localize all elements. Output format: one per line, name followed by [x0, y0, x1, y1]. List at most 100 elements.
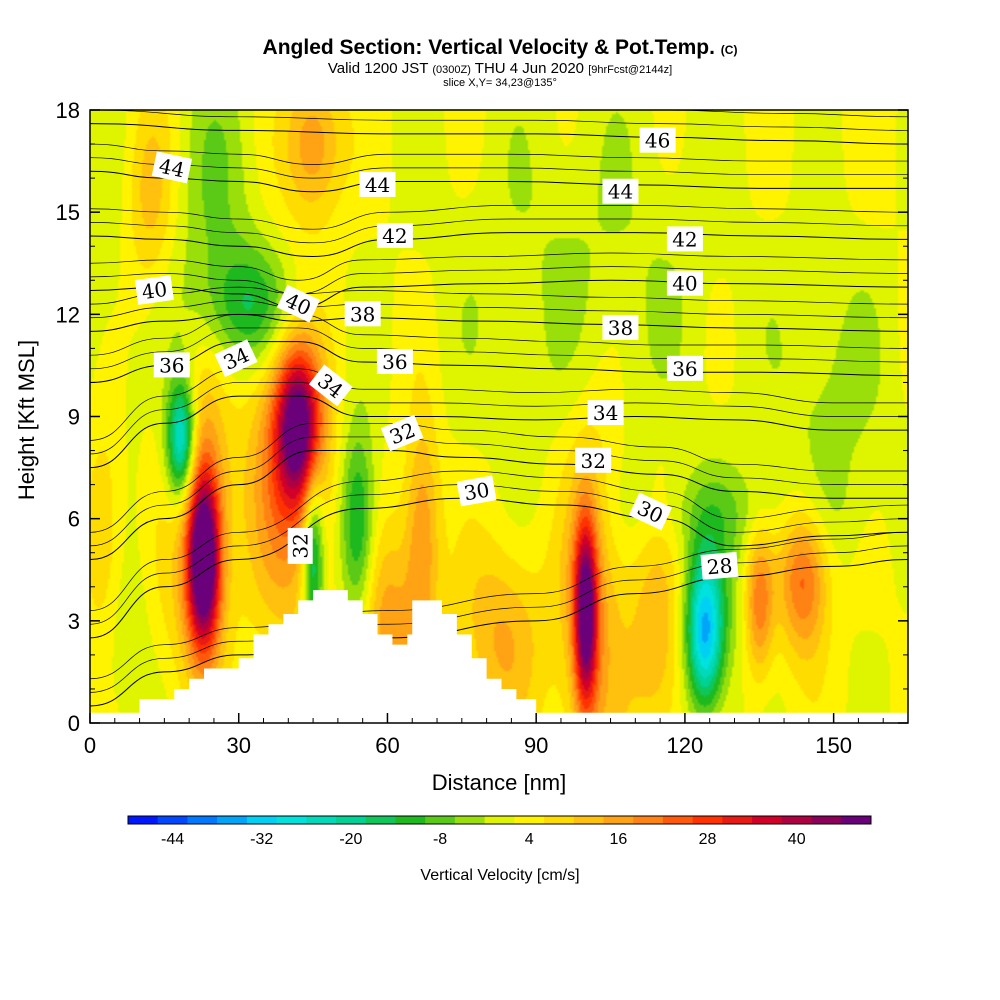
contour-label-bg [628, 492, 673, 531]
contour-label-text: 32 [289, 533, 313, 558]
theta-contours [90, 110, 908, 707]
y-tick-label: 3 [68, 609, 80, 634]
colorbar-swatch [781, 816, 813, 824]
contour-label-text: 42 [672, 227, 697, 251]
contour-label-text: 44 [157, 154, 187, 183]
chart-title-main: Angled Section: Vertical Velocity & Pot.… [262, 36, 715, 59]
contour-label-bg [376, 349, 413, 375]
colorbar-swatch [514, 816, 545, 824]
contour-label-text: 36 [382, 350, 407, 374]
colorbar-swatch [454, 816, 486, 824]
contour-label-bg [575, 447, 612, 473]
contour-label: 32 [380, 414, 424, 452]
contour-line-minor [90, 327, 908, 370]
contour-label: 42 [376, 223, 413, 249]
contour-label: 44 [359, 171, 396, 197]
y-tick-label: 9 [68, 405, 80, 430]
contour-line-minor [90, 157, 908, 179]
colorbar-swatch [662, 816, 694, 824]
contour-label: 32 [287, 527, 313, 564]
contour-label-text: 42 [382, 224, 407, 248]
contour-label: 36 [153, 352, 190, 378]
forecast-info: [9hrFcst@2144z] [588, 64, 673, 76]
colorbar-swatch [722, 816, 753, 824]
contour-label-text: 40 [140, 277, 169, 304]
colorbar-swatch [246, 816, 278, 824]
contour-label-text: 44 [608, 180, 633, 204]
contour-line-minor [90, 252, 908, 281]
contour-label-bg [151, 151, 193, 184]
contour-line-minor [90, 368, 908, 441]
colorbar: -44 -32 -20 -8 4 16 28 40 [127, 815, 872, 848]
contour-label-bg [666, 355, 703, 381]
colorbar-tick-label: -20 [339, 831, 362, 848]
contour-label: 36 [666, 355, 703, 381]
contour-line-28 [90, 559, 908, 707]
utc-time: (0300Z) [432, 64, 471, 76]
contour-line-minor [90, 470, 908, 611]
contour-label-bg [214, 339, 258, 378]
colorbar-swatch [365, 816, 396, 824]
contour-label-bg [376, 223, 413, 249]
colorbar-swatch [633, 816, 664, 824]
colorbar-tick-label: 16 [609, 831, 627, 848]
contour-line-minor [90, 143, 908, 165]
colorbar-swatch [336, 816, 367, 824]
contour-label-bg [666, 270, 703, 296]
contour-label-bg [456, 475, 497, 507]
contour-label-bg [380, 414, 424, 452]
contour-line-minor [90, 266, 908, 295]
chart-title: Angled Section: Vertical Velocity & Pot.… [0, 36, 1000, 60]
contour-label-text: 44 [365, 173, 390, 197]
contour-label: 46 [639, 127, 676, 153]
contour-line-minor [90, 286, 908, 305]
chart-title-suffix: (C) [720, 43, 738, 57]
y-tick-label: 18 [56, 98, 80, 123]
contour-label-bg [587, 400, 624, 426]
contour-line-minor [90, 205, 908, 230]
colorbar-swatch [306, 816, 337, 824]
valid-date: THU 4 Jun 2020 [474, 60, 585, 77]
contour-label-text: 46 [645, 129, 670, 153]
velocity-heatmap [90, 110, 908, 723]
contour-label-text: 28 [706, 553, 733, 579]
colorbar-tick-label: 4 [525, 831, 534, 848]
x-tick-label: 30 [226, 733, 250, 758]
x-axis-label: Distance [nm] [432, 770, 567, 795]
y-axis-label: Height [Kft MSL] [14, 340, 39, 500]
colorbar-label: Vertical Velocity [cm/s] [420, 867, 579, 884]
colorbar-tick-label: -44 [161, 831, 184, 848]
contour-label-text: 36 [159, 353, 184, 377]
contour-label-text: 32 [580, 449, 605, 473]
colorbar-swatch [544, 816, 575, 824]
colorbar-swatch [841, 816, 872, 824]
contour-line-44 [90, 170, 908, 193]
contour-label-text: 36 [672, 357, 697, 381]
contour-line-40 [90, 279, 908, 309]
chart-subtitle: Valid 1200 JST (0300Z) THU 4 Jun 2020 [9… [0, 60, 1000, 77]
slice-info: slice X,Y= 34,23@135° [443, 77, 557, 89]
colorbar-swatch [157, 816, 188, 824]
x-tick-label: 150 [815, 733, 852, 758]
contour-line-minor [90, 545, 908, 693]
contour-label-bg [276, 284, 321, 323]
contour-label: 28 [700, 551, 739, 580]
contour-line-minor [90, 382, 908, 455]
contour-label-text: 40 [672, 272, 697, 296]
contour-label-bg [602, 314, 639, 340]
colorbar-swatch [425, 816, 456, 824]
contour-line-minor [90, 422, 908, 533]
contour-label: 44 [151, 151, 193, 184]
contour-label: 34 [587, 400, 624, 426]
contour-label-bg [287, 527, 313, 564]
x-tick-label: 60 [375, 733, 399, 758]
contour-label-bg [134, 275, 174, 305]
contour-label-text: 30 [462, 477, 491, 505]
contour-label: 44 [602, 178, 639, 204]
contour-line-minor [90, 218, 908, 244]
contour-label: 32 [575, 447, 612, 473]
contour-label-bg [153, 352, 190, 378]
contour-label-bg [639, 127, 676, 153]
